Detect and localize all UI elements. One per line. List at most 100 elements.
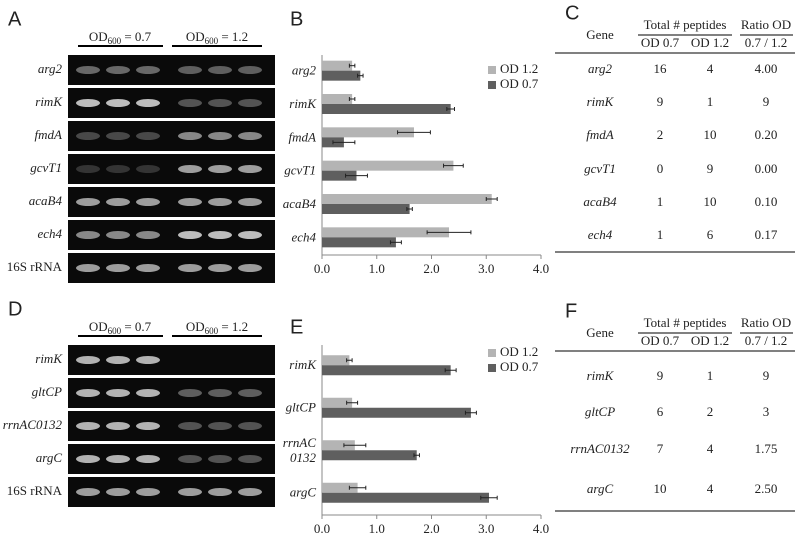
od-subscript: 600 [205,36,219,46]
gel-band [208,99,232,107]
bar [322,355,350,366]
bar [322,160,454,171]
error-bar [343,443,367,448]
x-tick-label: 2.0 [423,521,439,536]
gel-band [106,165,130,173]
gel-band [76,389,100,397]
gel-band [238,389,262,397]
gel-band [136,66,160,74]
gel-band [178,165,202,173]
table-cell: 0.10 [755,194,778,209]
panel-label: D [8,298,22,320]
gene-cell: rrnAC0132 [570,441,630,456]
legend-swatch [488,81,496,89]
gel-band [136,198,160,206]
gene-label: gcvT1 [30,160,62,175]
condition-label: OD600 = 1.2 [186,29,248,46]
sub-header: OD 1.2 [691,333,729,348]
gene-cell: arg2 [588,61,613,76]
gene-cell: acaB4 [583,194,617,209]
gene-cell: rimK [587,368,615,383]
error-bar [406,207,413,211]
x-tick-label: 0.0 [314,521,330,536]
od: OD [186,319,205,334]
sub-header: 0.7 / 1.2 [745,333,788,348]
table-cell: 1 [657,194,664,209]
sub-header: OD 1.2 [691,35,729,50]
gel-band [136,356,160,364]
gel-band [76,66,100,74]
legend-swatch [488,349,496,357]
x-tick-label: 3.0 [478,521,494,536]
gel-strip [68,378,275,408]
table-cell: 6 [707,227,714,242]
gel-band [106,132,130,140]
gene-label: rimK [35,351,63,366]
category-label: gcvT1 [284,163,316,178]
gel-band [178,264,202,272]
gel-band [178,99,202,107]
gene-label: 16S rRNA [7,483,63,498]
error-bar [426,230,472,235]
bar [322,127,414,138]
panel-label: A [8,8,22,30]
category-label: fmdA [289,129,317,144]
gel-band [238,264,262,272]
gel-band [76,264,100,272]
group-header: Total # peptides [644,315,727,330]
gene-label: 16S rRNA [7,259,63,274]
gene-label: arg2 [38,61,63,76]
x-tick-label: 0.0 [314,261,330,276]
gel-band [136,455,160,463]
gel-band [178,422,202,430]
table-cell: 4 [707,61,714,76]
od-value: = 0.7 [121,29,152,44]
x-tick-label: 2.0 [423,261,439,276]
gel-band [238,198,262,206]
group-header: Total # peptides [644,17,727,32]
error-bar [446,107,455,111]
table-cell: 9 [657,94,664,109]
od-value: = 0.7 [121,319,152,334]
category-label: gltCP [286,400,316,415]
category-label: ech4 [291,229,316,244]
error-bar [345,173,368,178]
gel-band [136,99,160,107]
error-bar [348,63,356,68]
gel-band [178,455,202,463]
gel-band [178,132,202,140]
table-cell: 3 [763,404,770,419]
category-label: rimK [289,357,317,372]
bar [322,440,355,451]
error-bar [485,197,498,201]
gel-band [106,488,130,496]
bar [322,482,358,493]
panel-label: C [565,2,579,24]
panel-label: E [290,316,303,338]
error-bar [397,130,431,135]
error-bar [413,453,420,458]
table-cell: 10 [704,127,717,142]
error-bar [480,495,498,500]
gel-strip [68,411,275,441]
gel-band [178,198,202,206]
gel-band [238,455,262,463]
table-cell: 10 [654,481,667,496]
error-bar [464,410,477,415]
gel-band [106,66,130,74]
od-value: = 1.2 [218,319,248,334]
gene-cell: gcvT1 [584,161,616,176]
gel-band [238,488,262,496]
gene-label: rimK [35,94,63,109]
error-bar [346,358,353,363]
gel-band [136,132,160,140]
sub-header: OD 0.7 [641,35,680,50]
gel-band [106,99,130,107]
gel-band [76,455,100,463]
sub-header: 0.7 / 1.2 [745,35,788,50]
gel-band [208,66,232,74]
gel-band [238,66,262,74]
gel-band [106,422,130,430]
gel-band [106,231,130,239]
